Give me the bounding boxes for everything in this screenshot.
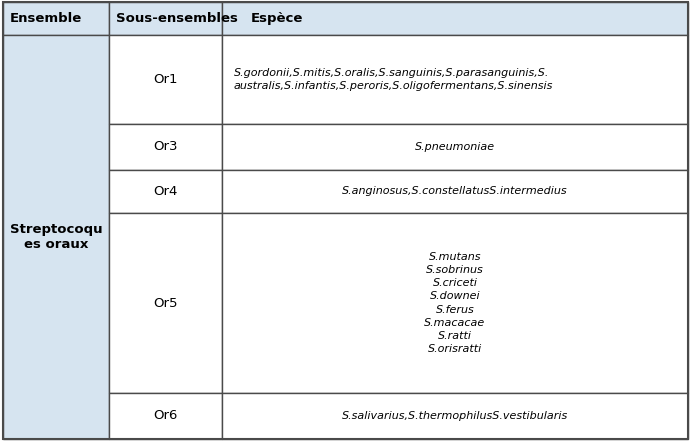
- Text: S.gordonii,S.mitis,S.oralis,S.sanguinis,S.parasanguinis,S.
australis,S.infantis,: S.gordonii,S.mitis,S.oralis,S.sanguinis,…: [234, 68, 553, 91]
- Bar: [109, 169, 223, 213]
- Bar: [223, 213, 688, 393]
- Text: Or6: Or6: [153, 410, 178, 422]
- Bar: [109, 393, 223, 439]
- Bar: [223, 169, 688, 213]
- Text: S.mutans
S.sobrinus
S.criceti
S.downei
S.ferus
S.macacae
S.ratti
S.orisratti: S.mutans S.sobrinus S.criceti S.downei S…: [424, 252, 486, 354]
- Bar: [109, 35, 223, 124]
- Bar: [223, 393, 688, 439]
- Bar: [109, 213, 223, 393]
- Text: Espèce: Espèce: [250, 12, 303, 25]
- Text: S.pneumoniae: S.pneumoniae: [415, 142, 495, 152]
- Text: Or5: Or5: [153, 296, 178, 310]
- Text: Sous-ensembles: Sous-ensembles: [116, 12, 238, 25]
- Text: Ensemble: Ensemble: [10, 12, 82, 25]
- Text: Or3: Or3: [153, 140, 178, 153]
- Text: S.salivarius,S.thermophilusS.vestibularis: S.salivarius,S.thermophilusS.vestibulari…: [342, 411, 568, 421]
- Text: Or1: Or1: [153, 73, 178, 86]
- Bar: [223, 35, 688, 124]
- Bar: [223, 124, 688, 169]
- Bar: [109, 124, 223, 169]
- Bar: [223, 2, 688, 35]
- Bar: [109, 2, 223, 35]
- Text: Streptocoqu
es oraux: Streptocoqu es oraux: [10, 223, 103, 251]
- Text: Or4: Or4: [153, 185, 178, 198]
- Bar: [3, 2, 109, 35]
- Text: S.anginosus,S.constellatusS.intermedius: S.anginosus,S.constellatusS.intermedius: [342, 186, 568, 196]
- Bar: [3, 35, 109, 439]
